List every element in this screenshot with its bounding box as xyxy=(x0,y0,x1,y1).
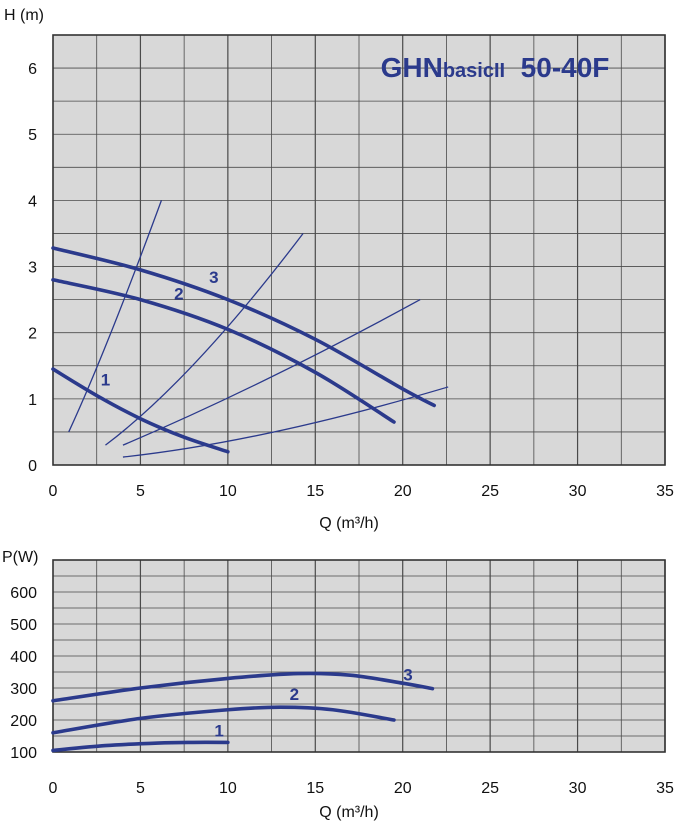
power-x-tick-label: 35 xyxy=(656,780,674,797)
power-x-axis-label: Q (m³/h) xyxy=(319,804,379,821)
title-suffix: 50-40F xyxy=(520,52,610,83)
head-x-tick-label: 5 xyxy=(136,483,145,500)
power-y-tick-label: 500 xyxy=(10,617,37,634)
power-y-axis-label: P(W) xyxy=(2,549,38,566)
head-curve-1 xyxy=(51,367,230,454)
power-x-tick-label: 10 xyxy=(219,780,237,797)
head-x-tick-label: 0 xyxy=(49,483,58,500)
power-x-tick-label: 25 xyxy=(481,780,499,797)
power-frame xyxy=(52,559,666,753)
system-curve-2 xyxy=(105,233,304,446)
title-prefix: GHN xyxy=(380,52,443,83)
power-x-tick-label: 30 xyxy=(569,780,587,797)
head-y-tick-label: 3 xyxy=(28,260,37,277)
head-y-tick-label: 1 xyxy=(28,392,37,409)
head-x-tick-label: 25 xyxy=(481,483,499,500)
head-curve-3 xyxy=(51,246,436,408)
head-y-tick-label: 4 xyxy=(28,193,37,210)
head-x-tick-label: 35 xyxy=(656,483,674,500)
title-small: basicII xyxy=(442,60,506,82)
power-curve-label-1: 1 xyxy=(214,722,223,741)
power-y-tick-label: 100 xyxy=(10,745,37,762)
power-x-tick-label: 5 xyxy=(136,780,145,797)
power-curve-1 xyxy=(51,740,230,753)
head-curve-label-3: 3 xyxy=(209,268,218,287)
head-y-tick-label: 0 xyxy=(28,458,37,475)
head-x-tick-label: 10 xyxy=(219,483,237,500)
power-curve-label-3: 3 xyxy=(403,666,412,685)
head-y-tick-label: 5 xyxy=(28,127,37,144)
head-x-axis-label: Q (m³/h) xyxy=(319,515,379,532)
head-curve-2 xyxy=(51,277,396,424)
power-x-tick-label: 0 xyxy=(49,780,58,797)
head-x-tick-label: 30 xyxy=(569,483,587,500)
power-curve-3 xyxy=(51,671,435,703)
chart-title: GHNbasicII 50-40F xyxy=(330,52,660,84)
power-curve-2 xyxy=(51,705,396,735)
power-y-tick-label: 300 xyxy=(10,681,37,698)
head-y-tick-label: 6 xyxy=(28,61,37,78)
head-x-tick-label: 15 xyxy=(306,483,324,500)
head-y-axis-label: H (m) xyxy=(4,7,44,24)
power-x-tick-label: 20 xyxy=(394,780,412,797)
head-x-tick-label: 20 xyxy=(394,483,412,500)
head-frame xyxy=(52,34,666,466)
power-y-tick-label: 600 xyxy=(10,585,37,602)
power-x-tick-label: 15 xyxy=(306,780,324,797)
system-curve-4 xyxy=(122,386,449,458)
system-curve-1 xyxy=(68,200,163,433)
head-curve-label-2: 2 xyxy=(174,285,183,304)
head-y-tick-label: 2 xyxy=(28,326,37,343)
power-curve-label-2: 2 xyxy=(290,685,299,704)
power-y-tick-label: 200 xyxy=(10,713,37,730)
head-curve-label-1: 1 xyxy=(101,371,110,390)
power-y-tick-label: 400 xyxy=(10,649,37,666)
